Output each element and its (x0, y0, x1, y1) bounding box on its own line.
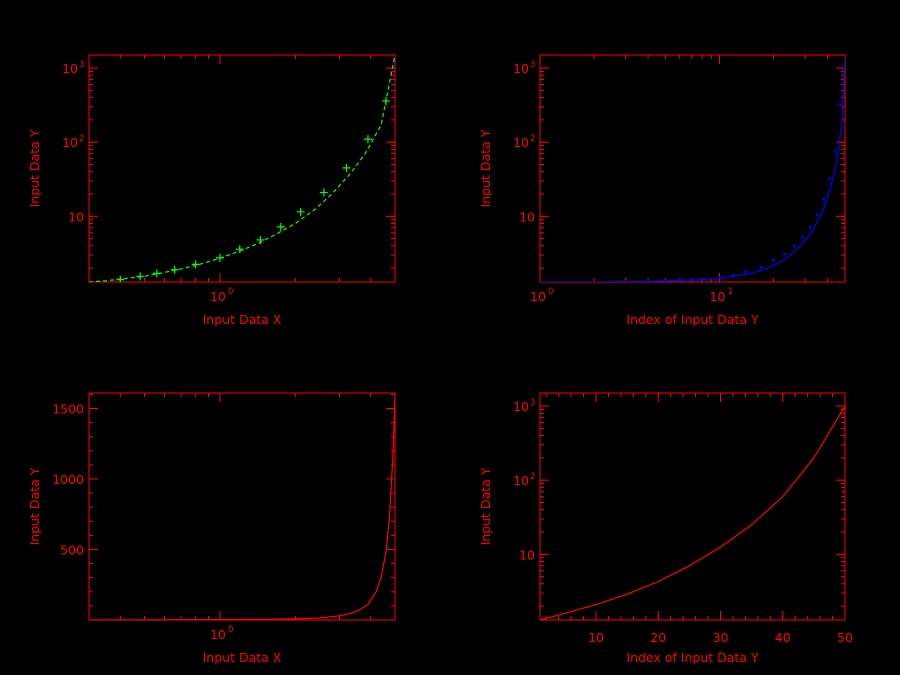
data-point (838, 103, 842, 107)
x-axis-label: Input Data X (203, 312, 282, 327)
x-tick-label: 40 (775, 630, 791, 645)
data-point (783, 252, 786, 256)
data-point (363, 135, 372, 144)
y-tick-label: 10 (513, 473, 529, 488)
y-tick-exponent: 2 (530, 472, 535, 482)
data-point (664, 279, 667, 282)
plot-frame (88, 392, 396, 621)
data-point (342, 163, 351, 172)
y-tick-label: 500 (60, 543, 84, 558)
data-layer (540, 405, 845, 620)
x-axis-label: Index of Input Data Y (626, 312, 759, 327)
data-point (718, 275, 721, 279)
data-point (759, 265, 763, 269)
y-tick-exponent: 2 (530, 134, 535, 144)
data-point (690, 278, 694, 282)
y-tick-label: 10 (68, 209, 84, 224)
y-axis-label: Input Data Y (27, 467, 42, 545)
y-axis-label: Input Data Y (27, 129, 42, 207)
series-line (89, 395, 395, 620)
data-point (646, 279, 650, 282)
data-point (256, 235, 265, 244)
data-point (744, 270, 748, 274)
data-point (808, 225, 812, 229)
y-tick-label: 10 (62, 61, 78, 76)
series-line (540, 405, 845, 620)
x-tick-label: 10 (210, 627, 226, 642)
y-tick-exponent: 2 (79, 134, 84, 144)
y-tick-label: 10 (513, 399, 529, 414)
plot-frame (539, 54, 846, 283)
x-axis-label: Input Data X (203, 650, 282, 665)
data-point (828, 177, 831, 181)
x-tick-exponent: 0 (228, 625, 233, 635)
series-line (89, 55, 395, 282)
x-tick-label: 10 (588, 630, 604, 645)
data-point (700, 277, 704, 281)
y-tick-label: 1000 (52, 472, 84, 487)
y-axis-label: Input Data Y (478, 467, 493, 545)
y-tick-exponent: 3 (530, 398, 535, 408)
data-layer (89, 395, 395, 620)
x-tick-exponent: 0 (548, 287, 553, 297)
data-point (215, 253, 224, 262)
y-tick-label: 10 (519, 547, 535, 562)
plot-frame (539, 392, 846, 621)
plot-frame (88, 54, 396, 283)
data-point (191, 260, 200, 269)
data-point (822, 197, 826, 201)
x-tick-label: 20 (650, 630, 666, 645)
x-tick-label: 50 (837, 630, 853, 645)
y-tick-label: 1500 (52, 402, 84, 417)
series-line (540, 57, 845, 282)
data-point (116, 275, 125, 282)
data-point (296, 207, 305, 216)
data-point (801, 235, 804, 239)
x-tick-label: 10 (710, 289, 726, 304)
y-tick-exponent: 3 (79, 60, 84, 70)
x-tick-exponent: 1 (728, 287, 733, 297)
data-point (170, 265, 179, 274)
data-point (319, 188, 328, 197)
data-layer (89, 55, 395, 282)
x-tick-label: 10 (210, 289, 226, 304)
y-tick-label: 10 (62, 135, 78, 150)
plot-bottom-left: 10 0 500 1000 1500 Input Data X Input Data Y (27, 392, 396, 665)
data-point (381, 96, 390, 105)
y-tick-label: 10 (513, 135, 529, 150)
data-point (772, 258, 775, 262)
data-point (833, 150, 837, 153)
data-point (152, 269, 161, 278)
data-point (792, 244, 796, 248)
y-tick-label: 10 (513, 61, 529, 76)
data-layer (540, 57, 845, 282)
x-axis-label: Index of Input Data Y (626, 650, 759, 665)
data-point (235, 245, 244, 254)
data-point (276, 222, 285, 231)
y-tick-label: 10 (519, 209, 535, 224)
data-point (136, 272, 145, 281)
data-point (678, 278, 682, 282)
data-point (732, 273, 736, 277)
y-axis-label: Input Data Y (478, 129, 493, 207)
x-tick-exponent: 0 (228, 287, 233, 297)
x-tick-label: 30 (713, 630, 729, 645)
data-point (815, 213, 819, 217)
y-tick-exponent: 3 (530, 60, 535, 70)
x-tick-label: 10 (530, 289, 546, 304)
